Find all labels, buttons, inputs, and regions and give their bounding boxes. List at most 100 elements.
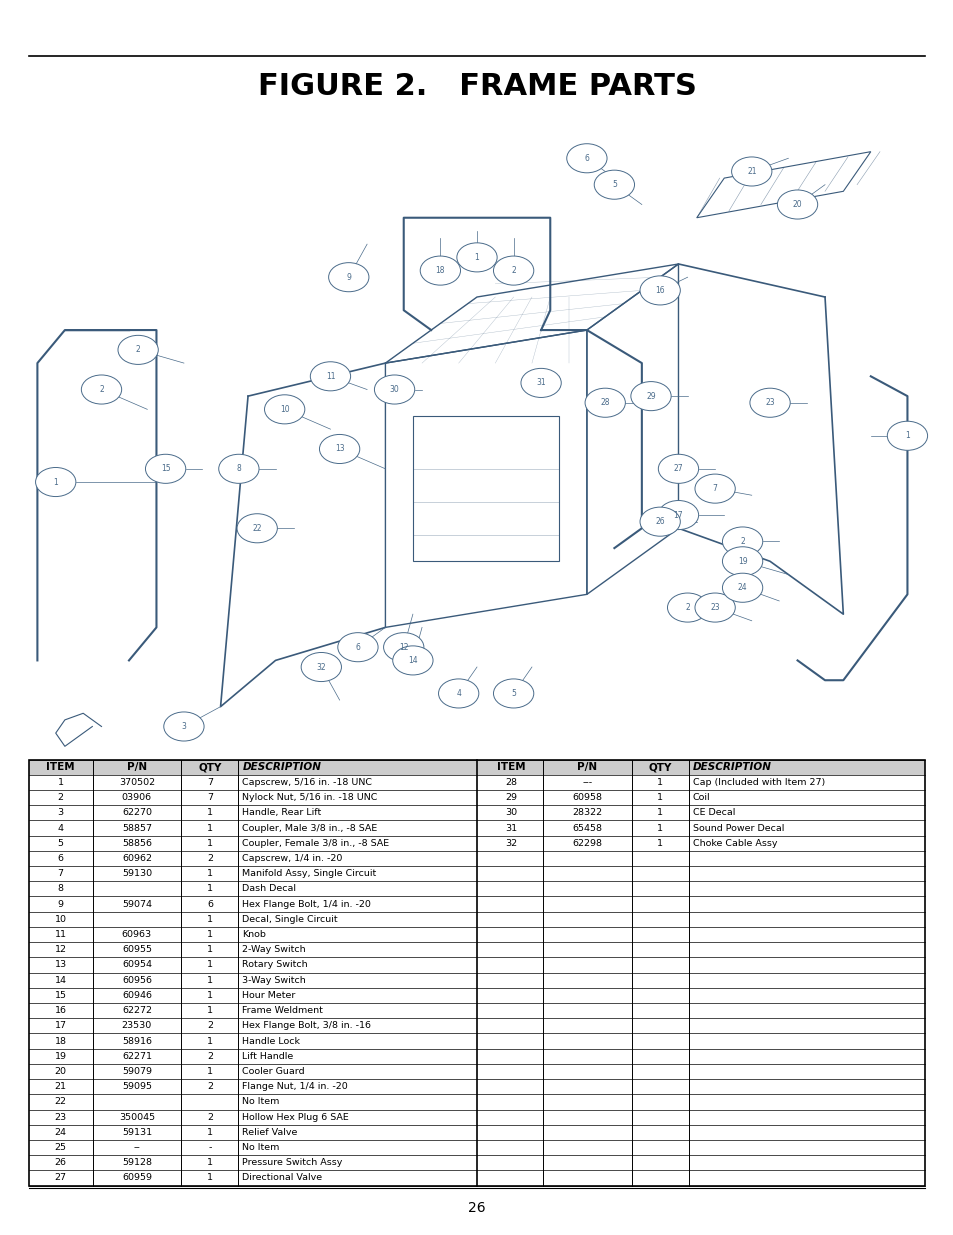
Text: 1: 1 xyxy=(53,478,58,487)
Text: 1: 1 xyxy=(207,824,213,832)
Circle shape xyxy=(667,593,707,622)
Text: 10: 10 xyxy=(54,915,67,924)
Text: 1: 1 xyxy=(207,1007,213,1015)
Text: 2: 2 xyxy=(57,793,64,802)
Text: 21: 21 xyxy=(746,167,756,175)
Circle shape xyxy=(383,632,423,662)
Text: 12: 12 xyxy=(54,945,67,955)
Text: 22: 22 xyxy=(253,524,262,532)
Circle shape xyxy=(264,395,305,424)
Circle shape xyxy=(164,711,204,741)
Text: 2: 2 xyxy=(207,1052,213,1061)
Text: 23: 23 xyxy=(710,603,720,613)
Text: 1: 1 xyxy=(657,778,662,787)
Text: 58857: 58857 xyxy=(122,824,152,832)
Text: Relief Valve: Relief Valve xyxy=(242,1128,297,1137)
Circle shape xyxy=(118,336,158,364)
Circle shape xyxy=(310,362,351,390)
Circle shape xyxy=(584,388,625,417)
Text: Frame Weldment: Frame Weldment xyxy=(242,1007,323,1015)
Text: 03906: 03906 xyxy=(122,793,152,802)
Text: Nylock Nut, 5/16 in. -18 UNC: Nylock Nut, 5/16 in. -18 UNC xyxy=(242,793,377,802)
Text: 15: 15 xyxy=(161,464,171,473)
Text: 8: 8 xyxy=(57,884,64,893)
Text: 2: 2 xyxy=(511,266,516,275)
Circle shape xyxy=(721,573,762,603)
Text: 11: 11 xyxy=(54,930,67,939)
Text: Coupler, Male 3/8 in., -8 SAE: Coupler, Male 3/8 in., -8 SAE xyxy=(242,824,377,832)
Text: 26: 26 xyxy=(54,1158,67,1167)
Text: 30: 30 xyxy=(504,808,517,818)
Text: DESCRIPTION: DESCRIPTION xyxy=(242,762,321,772)
Text: 60954: 60954 xyxy=(122,961,152,969)
Text: 59130: 59130 xyxy=(122,869,152,878)
Text: 27: 27 xyxy=(54,1173,67,1182)
Text: 1: 1 xyxy=(657,793,662,802)
Text: Lift Handle: Lift Handle xyxy=(242,1052,294,1061)
Text: Cap (Included with Item 27): Cap (Included with Item 27) xyxy=(692,778,824,787)
Text: 29: 29 xyxy=(504,793,517,802)
Text: Hex Flange Bolt, 3/8 in. -16: Hex Flange Bolt, 3/8 in. -16 xyxy=(242,1021,371,1030)
Text: 12: 12 xyxy=(398,642,408,652)
Circle shape xyxy=(886,421,926,451)
Text: 60955: 60955 xyxy=(122,945,152,955)
Text: Rotary Switch: Rotary Switch xyxy=(242,961,308,969)
Text: 13: 13 xyxy=(54,961,67,969)
Bar xyxy=(413,416,558,561)
Text: 2: 2 xyxy=(740,537,744,546)
Text: 1: 1 xyxy=(207,990,213,1000)
Text: 62298: 62298 xyxy=(572,839,601,847)
Circle shape xyxy=(721,527,762,556)
Text: 5: 5 xyxy=(611,180,617,189)
Text: 60956: 60956 xyxy=(122,976,152,984)
Text: 1: 1 xyxy=(207,930,213,939)
Text: 59074: 59074 xyxy=(122,899,152,909)
Text: Directional Valve: Directional Valve xyxy=(242,1173,322,1182)
Text: 13: 13 xyxy=(335,445,344,453)
Text: Knob: Knob xyxy=(242,930,266,939)
Text: CE Decal: CE Decal xyxy=(692,808,734,818)
Text: Capscrew, 1/4 in. -20: Capscrew, 1/4 in. -20 xyxy=(242,853,342,863)
Text: 16: 16 xyxy=(655,287,664,295)
Text: 19: 19 xyxy=(737,557,746,566)
Text: 28: 28 xyxy=(599,398,609,408)
Text: 21: 21 xyxy=(54,1082,67,1092)
Text: Manifold Assy, Single Circuit: Manifold Assy, Single Circuit xyxy=(242,869,376,878)
Text: 1: 1 xyxy=(207,1173,213,1182)
Text: 1: 1 xyxy=(657,839,662,847)
Text: 62272: 62272 xyxy=(122,1007,152,1015)
Text: FIGURE 2.   FRAME PARTS: FIGURE 2. FRAME PARTS xyxy=(257,72,696,101)
Text: Handle, Rear Lift: Handle, Rear Lift xyxy=(242,808,321,818)
Text: 10: 10 xyxy=(279,405,289,414)
Text: 350045: 350045 xyxy=(119,1113,154,1121)
Text: 1: 1 xyxy=(207,1128,213,1137)
Text: 2: 2 xyxy=(207,1021,213,1030)
Text: 1: 1 xyxy=(207,976,213,984)
Text: 1: 1 xyxy=(207,1036,213,1046)
Bar xyxy=(29,760,924,774)
Text: 2: 2 xyxy=(135,346,140,354)
Text: Hex Flange Bolt, 1/4 in. -20: Hex Flange Bolt, 1/4 in. -20 xyxy=(242,899,371,909)
Text: 370502: 370502 xyxy=(119,778,154,787)
Text: 20: 20 xyxy=(54,1067,67,1076)
Text: 27: 27 xyxy=(673,464,682,473)
Text: 2: 2 xyxy=(207,853,213,863)
Text: Choke Cable Assy: Choke Cable Assy xyxy=(692,839,777,847)
Text: 1: 1 xyxy=(207,839,213,847)
Text: 18: 18 xyxy=(54,1036,67,1046)
Circle shape xyxy=(35,468,76,496)
Text: 1: 1 xyxy=(207,808,213,818)
Circle shape xyxy=(658,500,698,530)
Text: No Item: No Item xyxy=(242,1144,279,1152)
Text: 2: 2 xyxy=(207,1113,213,1121)
Text: No Item: No Item xyxy=(242,1098,279,1107)
Text: 11: 11 xyxy=(325,372,335,380)
Text: 9: 9 xyxy=(57,899,64,909)
Circle shape xyxy=(81,375,122,404)
Circle shape xyxy=(419,256,460,285)
Text: 30: 30 xyxy=(389,385,399,394)
Text: 31: 31 xyxy=(504,824,517,832)
Circle shape xyxy=(218,454,259,483)
Text: 1: 1 xyxy=(207,1158,213,1167)
Text: 1: 1 xyxy=(207,945,213,955)
